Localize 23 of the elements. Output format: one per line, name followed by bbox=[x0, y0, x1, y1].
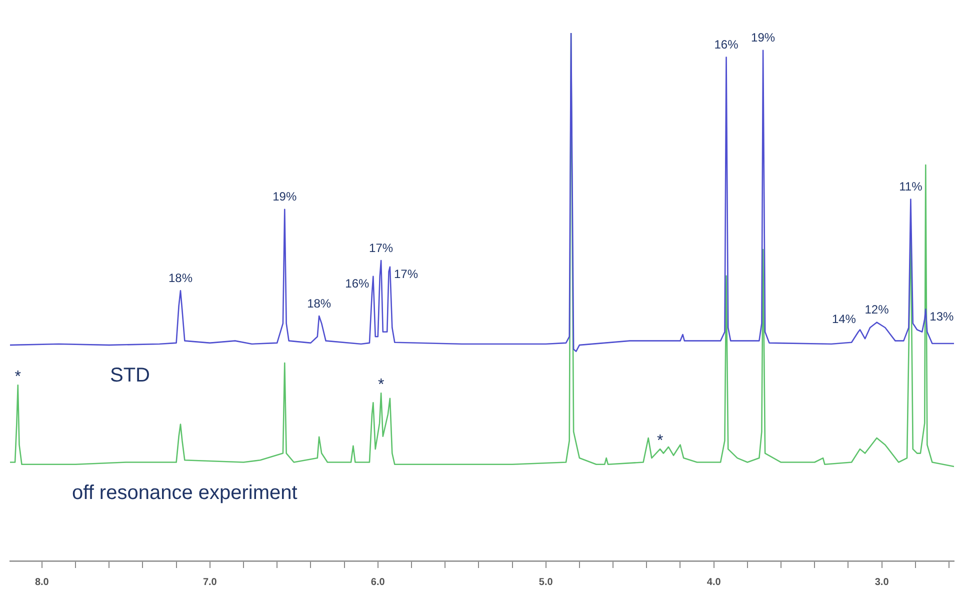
annotation: 19% bbox=[272, 190, 297, 204]
x-tick-label: 8.0 bbox=[34, 576, 50, 588]
x-tick-label: 6.0 bbox=[370, 576, 386, 588]
annotation: * bbox=[14, 368, 22, 386]
annotation: 16% bbox=[714, 38, 739, 52]
annotation: 17% bbox=[369, 240, 394, 255]
x-tick-label: 7.0 bbox=[202, 576, 218, 588]
x-tick-label: 3.0 bbox=[874, 576, 890, 588]
annotation: * bbox=[656, 432, 664, 450]
annotation: 12% bbox=[864, 302, 890, 317]
annotation: 13% bbox=[930, 309, 954, 324]
annotation: 14% bbox=[832, 312, 856, 326]
annotation: * bbox=[378, 376, 384, 394]
x-tick-label: 5.0 bbox=[538, 576, 554, 588]
x-tick-label: 4.0 bbox=[706, 576, 722, 588]
annotation: 16% bbox=[345, 276, 370, 291]
series-label: off resonance experiment bbox=[72, 482, 298, 504]
annotation: 17% bbox=[394, 267, 418, 282]
series-label: STD bbox=[110, 364, 150, 387]
annotation: 18% bbox=[168, 270, 193, 285]
annotation: 11% bbox=[899, 180, 923, 194]
annotation: 18% bbox=[307, 296, 332, 310]
annotation: 19% bbox=[751, 30, 776, 45]
